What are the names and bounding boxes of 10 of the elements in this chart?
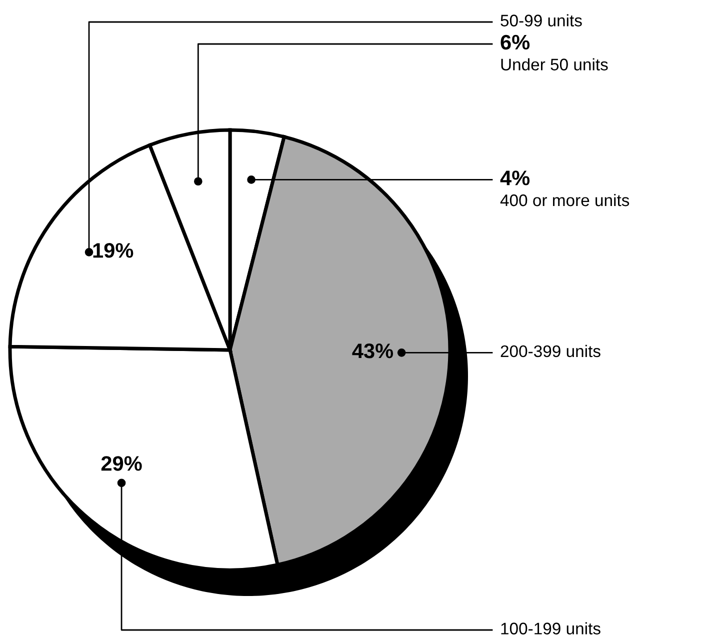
- data-label: 43%: [352, 344, 394, 358]
- slice-label: 400 or more units: [500, 194, 630, 206]
- slice-label: 200-399 units: [500, 344, 600, 358]
- data-label: 19%: [93, 243, 134, 258]
- slice-label: Under 50 units: [501, 58, 608, 70]
- data-label: 6%: [500, 34, 530, 50]
- data-label: 4%: [500, 170, 530, 186]
- slice-label: 50-99 units: [500, 14, 582, 26]
- slice-label: 100-199 units: [501, 622, 600, 634]
- data-label: 29%: [101, 456, 142, 471]
